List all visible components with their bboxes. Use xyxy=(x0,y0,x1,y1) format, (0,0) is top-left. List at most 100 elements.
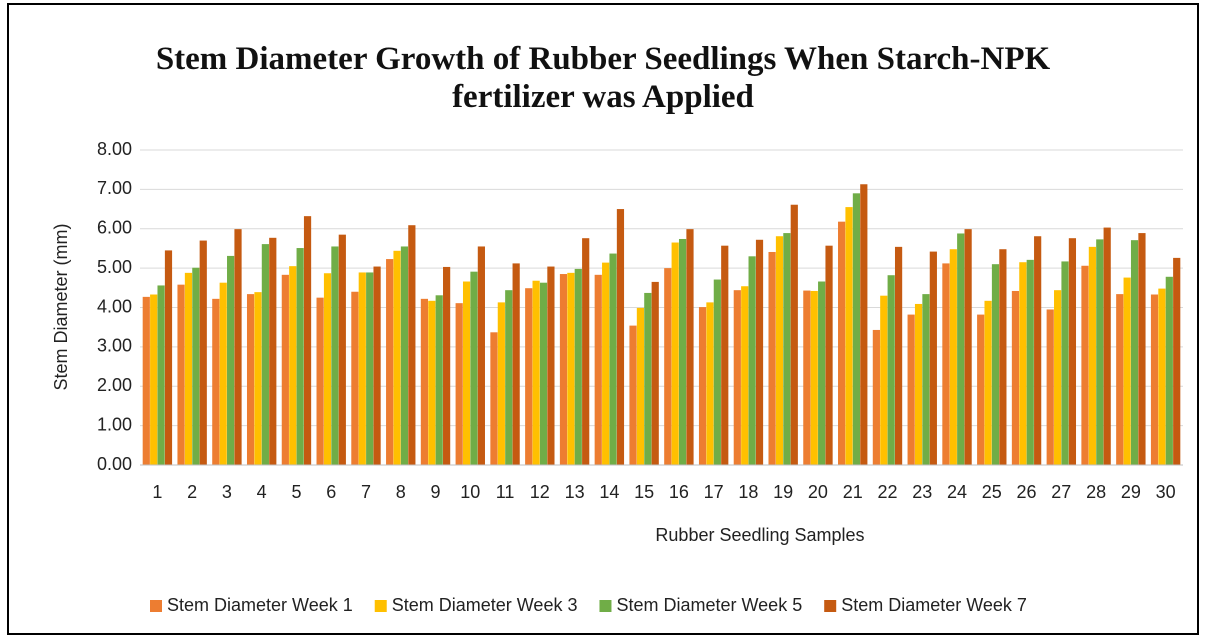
bar xyxy=(721,245,729,465)
x-tick-label: 21 xyxy=(843,482,863,502)
x-tick-label: 28 xyxy=(1086,482,1106,502)
bar xyxy=(559,274,568,465)
bar xyxy=(386,259,394,465)
bar xyxy=(192,267,200,465)
legend-swatch xyxy=(150,600,162,612)
bar xyxy=(303,216,312,465)
y-tick-label: 8.00 xyxy=(97,139,132,159)
bar xyxy=(1054,290,1062,465)
bar xyxy=(852,193,861,465)
x-tick-label: 4 xyxy=(257,482,267,502)
bar xyxy=(887,275,895,465)
x-tick-label: 17 xyxy=(704,482,724,502)
bar xyxy=(1019,262,1027,465)
y-tick-label: 3.00 xyxy=(97,336,132,356)
bar xyxy=(775,236,784,465)
x-tick-label: 20 xyxy=(808,482,828,502)
bar xyxy=(296,248,304,465)
bar xyxy=(664,268,672,465)
bar xyxy=(1123,277,1131,465)
bar xyxy=(455,303,463,465)
bar xyxy=(1046,309,1054,465)
bar xyxy=(393,250,401,465)
bar xyxy=(400,246,409,465)
bar xyxy=(582,238,590,465)
bar xyxy=(351,291,359,465)
bar xyxy=(539,282,548,465)
bar xyxy=(671,242,679,465)
legend-label: Stem Diameter Week 3 xyxy=(392,595,578,615)
bar xyxy=(420,298,429,465)
bar xyxy=(470,271,478,465)
bar xyxy=(629,325,637,465)
bar xyxy=(1173,257,1181,465)
bar xyxy=(686,229,694,465)
bar xyxy=(678,238,687,465)
bar xyxy=(977,314,985,465)
x-tick-label: 3 xyxy=(222,482,232,502)
bar xyxy=(845,207,853,465)
bar xyxy=(894,246,903,465)
bar xyxy=(435,295,443,465)
bar xyxy=(1116,294,1124,465)
bar xyxy=(1034,236,1042,465)
x-tick-label: 11 xyxy=(496,482,515,502)
x-tick-label: 12 xyxy=(530,482,550,502)
bar xyxy=(1081,265,1089,465)
bar xyxy=(602,262,610,465)
bar xyxy=(443,266,451,465)
bar xyxy=(316,297,324,465)
bar xyxy=(651,281,659,465)
bar xyxy=(914,303,923,465)
bar xyxy=(323,273,332,465)
bar xyxy=(922,294,930,465)
bar xyxy=(790,204,798,465)
bar xyxy=(755,239,764,465)
bar xyxy=(1011,290,1020,465)
legend-swatch xyxy=(599,600,612,612)
x-tick-label: 24 xyxy=(947,482,967,502)
bar xyxy=(964,229,972,465)
x-tick-label: 23 xyxy=(912,482,932,502)
x-tick-label: 13 xyxy=(565,482,585,502)
x-tick-label: 8 xyxy=(396,482,406,502)
x-tick-label: 18 xyxy=(738,482,758,502)
bar xyxy=(636,307,645,465)
bar xyxy=(505,290,513,465)
bar xyxy=(525,288,533,465)
bar xyxy=(150,294,158,465)
legend-label: Stem Diameter Week 7 xyxy=(841,595,1027,615)
x-tick-label: 16 xyxy=(669,482,689,502)
bar xyxy=(818,281,826,465)
bar xyxy=(1096,239,1104,465)
bar xyxy=(574,268,582,465)
bar xyxy=(184,272,193,465)
bar xyxy=(177,284,185,465)
y-tick-label: 5.00 xyxy=(97,257,132,277)
bar xyxy=(1158,288,1166,465)
bar xyxy=(991,264,1000,465)
bar xyxy=(803,290,811,465)
y-tick-label: 7.00 xyxy=(97,178,132,198)
bar xyxy=(1103,227,1111,465)
x-tick-label: 19 xyxy=(773,482,793,502)
bar xyxy=(1068,238,1077,465)
bar xyxy=(1150,294,1159,465)
bar xyxy=(698,307,707,465)
y-tick-label: 0.00 xyxy=(97,454,132,474)
bar xyxy=(1061,261,1069,465)
bar xyxy=(338,234,346,465)
bar xyxy=(748,256,756,465)
bar xyxy=(713,279,721,465)
bar xyxy=(358,272,366,465)
x-tick-label: 27 xyxy=(1051,482,1071,502)
x-tick-label: 9 xyxy=(431,482,441,502)
y-tick-label: 4.00 xyxy=(97,296,132,316)
bar xyxy=(1165,276,1173,465)
bar xyxy=(880,295,888,465)
bar xyxy=(497,302,505,465)
legend-swatch xyxy=(824,600,837,612)
y-tick-label: 1.00 xyxy=(97,414,132,434)
bar xyxy=(234,229,242,465)
